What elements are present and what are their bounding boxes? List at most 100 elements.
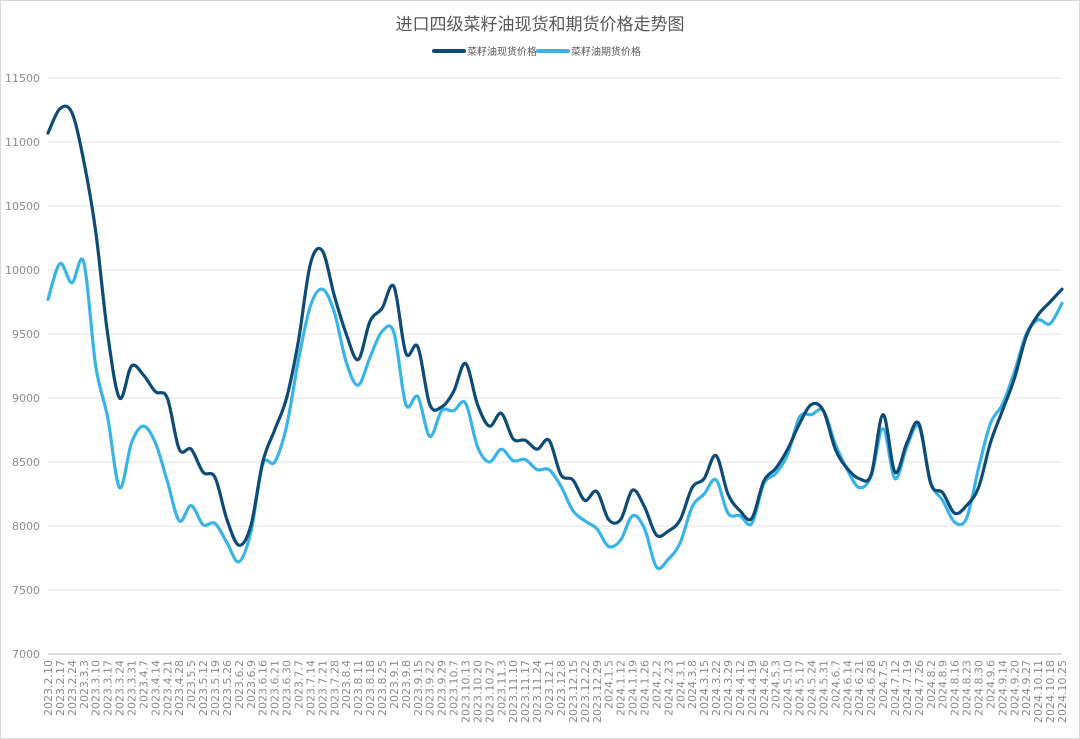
- x-tick-label: 2023.10.27: [483, 660, 496, 723]
- y-tick-label: 8000: [12, 520, 40, 533]
- x-tick-label: 2023.3.17: [102, 660, 115, 716]
- x-tick-label: 2023.7.28: [328, 660, 341, 716]
- x-tick-label: 2023.3.10: [90, 660, 103, 716]
- x-tick-label: 2023.9.22: [424, 660, 437, 716]
- x-tick-label: 2023.2.17: [54, 660, 67, 716]
- x-tick-label: 2023.2.24: [66, 660, 79, 716]
- x-tick-label: 2023.5.26: [221, 660, 234, 716]
- x-tick-label: 2023.7.7: [293, 660, 306, 709]
- y-tick-label: 11000: [5, 136, 40, 149]
- x-tick-label: 2024.7.5: [877, 660, 890, 709]
- x-tick-label: 2023.3.24: [114, 660, 127, 716]
- series-line-spot: [46, 104, 1064, 547]
- x-tick-label: 2023.6.9: [245, 660, 258, 709]
- legend-swatch-futures: [536, 49, 570, 53]
- x-tick-label: 2023.9.15: [412, 660, 425, 716]
- x-tick-label: 2023.8.25: [376, 660, 389, 716]
- x-tick-label: 2023.4.21: [161, 660, 174, 716]
- x-tick-label: 2024.5.31: [817, 660, 830, 716]
- x-tick-label: 2024.9.14: [996, 660, 1009, 716]
- x-tick-label: 2023.11.3: [495, 660, 508, 716]
- x-tick-label: 2023.12.22: [579, 660, 592, 723]
- x-tick-label: 2023.5.12: [197, 660, 210, 716]
- legend-label-futures: 菜籽油期货价格: [571, 45, 641, 58]
- x-tick-label: 2024.5.17: [794, 660, 807, 716]
- legend-swatch-spot: [432, 49, 466, 53]
- x-tick-label: 2023.4.28: [173, 660, 186, 716]
- y-tick-label: 8500: [12, 456, 40, 469]
- x-tick-label: 2023.3.31: [126, 660, 139, 716]
- x-tick-label: 2023.10.7: [448, 660, 461, 716]
- y-tick-label: 9000: [12, 392, 40, 405]
- x-tick-label: 2023.12.8: [555, 660, 568, 716]
- x-tick-label: 2024.5.10: [782, 660, 795, 716]
- legend-label-spot: 菜籽油现货价格: [467, 45, 537, 58]
- legend-item-spot[interactable]: 菜籽油现货价格: [432, 45, 537, 58]
- x-tick-label: 2023.8.11: [352, 660, 365, 716]
- x-tick-label: 2023.12.15: [567, 660, 580, 723]
- x-tick-label: 2023.5.5: [185, 660, 198, 709]
- x-tick-label: 2023.7.21: [316, 660, 329, 716]
- x-tick-label: 2024.6.7: [829, 660, 842, 709]
- x-tick-label: 2024.8.30: [972, 660, 985, 716]
- x-tick-label: 2023.2.10: [42, 660, 55, 716]
- y-tick-label: 10500: [5, 200, 40, 213]
- x-tick-label: 2024.9.20: [1008, 660, 1021, 716]
- y-tick-label: 11500: [5, 72, 40, 85]
- x-tick-label: 2024.1.26: [638, 660, 651, 716]
- x-tick-label: 2023.3.3: [78, 660, 91, 709]
- x-tick-label: 2023.8.18: [364, 660, 377, 716]
- x-tick-label: 2024.10.11: [1032, 660, 1045, 723]
- x-tick-label: 2023.9.29: [436, 660, 449, 716]
- y-tick-label: 7000: [12, 648, 40, 661]
- x-tick-label: 2023.11.24: [531, 660, 544, 723]
- x-tick-label: 2024.8.2: [925, 660, 938, 709]
- legend: 菜籽油现货价格 菜籽油期货价格: [432, 45, 641, 58]
- x-tick-label: 2024.4.12: [734, 660, 747, 716]
- x-tick-label: 2023.4.14: [149, 660, 162, 716]
- x-tick-label: 2024.5.3: [770, 660, 783, 709]
- x-tick-label: 2024.10.25: [1056, 660, 1069, 723]
- x-tick-label: 2024.8.16: [949, 660, 962, 716]
- x-tick-label: 2024.3.29: [722, 660, 735, 716]
- x-tick-label: 2024.6.28: [865, 660, 878, 716]
- y-tick-label: 10000: [5, 264, 40, 277]
- y-tick-label: 9500: [12, 328, 40, 341]
- x-tick-label: 2023.9.1: [388, 660, 401, 709]
- x-tick-label: 2023.6.21: [269, 660, 282, 716]
- x-tick-label: 2023.6.30: [281, 660, 294, 716]
- y-tick-label: 7500: [12, 584, 40, 597]
- grid-layer: [48, 77, 1062, 655]
- x-tick-label: 2023.4.7: [137, 660, 150, 709]
- x-tick-label: 2024.6.21: [853, 660, 866, 716]
- x-tick-label: 2024.3.1: [674, 660, 687, 709]
- x-tick-label: 2023.10.20: [471, 660, 484, 723]
- x-tick-label: 2024.2.2: [650, 660, 663, 709]
- chart-title: 进口四级菜籽油现货和期货价格走势图: [395, 15, 685, 35]
- series-line-futures: [46, 257, 1064, 571]
- x-tick-label: 2024.3.8: [686, 660, 699, 709]
- x-tick-label: 2024.7.26: [913, 660, 926, 716]
- x-tick-label: 2023.12.29: [591, 660, 604, 723]
- series-layer: [46, 104, 1064, 571]
- x-tick-label: 2024.2.23: [662, 660, 675, 716]
- x-tick-label: 2023.11.10: [507, 660, 520, 723]
- x-tick-label: 2023.8.4: [340, 660, 353, 709]
- x-tick-label: 2023.6.16: [257, 660, 270, 716]
- x-tick-label: 2023.12.1: [543, 660, 556, 716]
- x-tick-label: 2024.9.6: [984, 660, 997, 709]
- legend-item-futures[interactable]: 菜籽油期货价格: [536, 45, 641, 58]
- x-tick-label: 2024.10.18: [1044, 660, 1057, 723]
- x-tick-label: 2023.7.14: [304, 660, 317, 716]
- x-tick-label: 2024.6.14: [841, 660, 854, 716]
- x-tick-label: 2024.3.15: [698, 660, 711, 716]
- x-tick-label: 2024.5.24: [805, 660, 818, 716]
- x-tick-label: 2024.7.12: [889, 660, 902, 716]
- x-tick-label: 2023.6.2: [233, 660, 246, 709]
- x-tick-label: 2024.8.23: [961, 660, 974, 716]
- x-tick-label: 2023.11.17: [519, 660, 532, 723]
- x-tick-label: 2023.5.19: [209, 660, 222, 716]
- x-tick-label: 2024.1.5: [603, 660, 616, 709]
